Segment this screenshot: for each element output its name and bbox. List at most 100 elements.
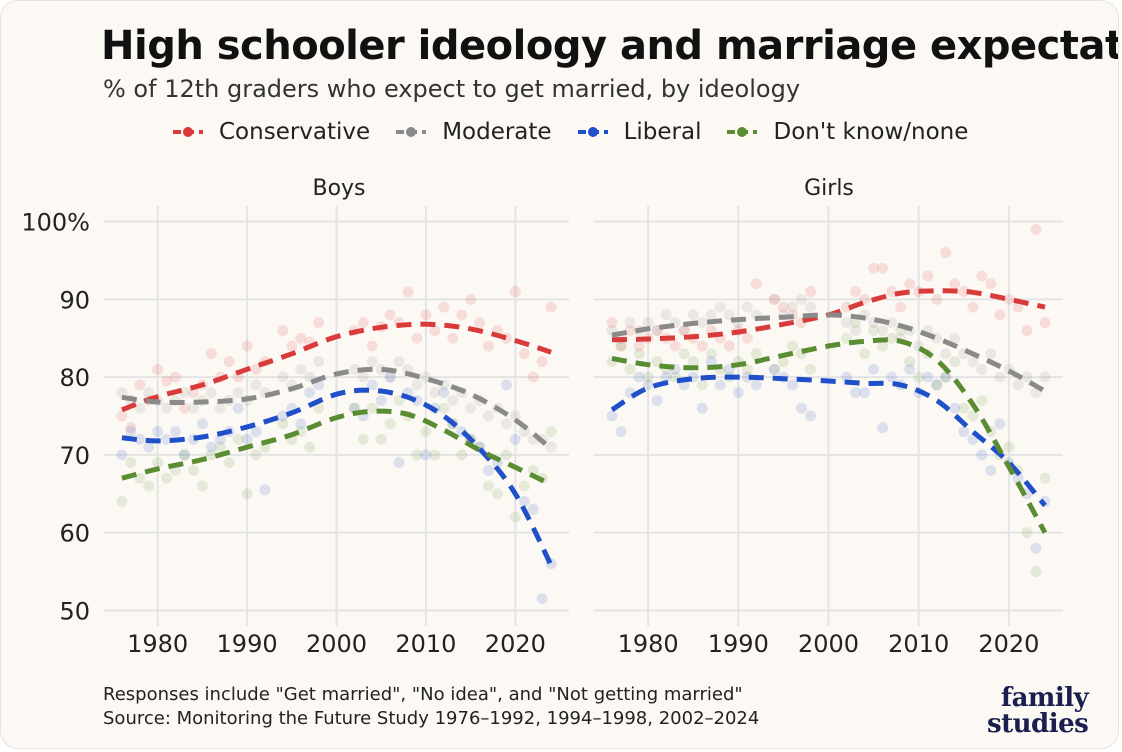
point-girls-liberal-1988 xyxy=(714,379,726,391)
caption-responses: Responses include "Get married", "No ide… xyxy=(103,684,743,705)
point-boys-conservative-2010 xyxy=(420,309,432,321)
point-girls-don-t-know-none-2009 xyxy=(904,356,916,368)
point-boys-liberal-1991 xyxy=(250,426,262,438)
point-boys-moderate-2019 xyxy=(500,418,512,430)
point-boys-conservative-2008 xyxy=(402,286,414,298)
point-girls-conservative-1977 xyxy=(615,340,627,352)
point-girls-moderate-1997 xyxy=(795,293,807,305)
point-girls-don-t-know-none-1986 xyxy=(696,379,708,391)
point-girls-moderate-1984 xyxy=(678,324,690,336)
point-girls-conservative-2020 xyxy=(1003,293,1015,305)
point-boys-moderate-2020 xyxy=(509,410,521,422)
point-girls-conservative-2013 xyxy=(940,247,952,259)
point-boys-moderate-2017 xyxy=(483,410,495,422)
point-boys-conservative-2020 xyxy=(509,286,521,298)
point-girls-conservative-1976 xyxy=(606,317,618,329)
point-boys-conservative-2012 xyxy=(438,301,450,313)
point-boys-conservative-2011 xyxy=(429,324,441,336)
point-boys-liberal-2017 xyxy=(483,464,495,476)
point-boys-moderate-2009 xyxy=(411,379,423,391)
point-girls-don-t-know-none-1996 xyxy=(786,340,798,352)
point-boys-moderate-1996 xyxy=(295,363,307,375)
point-boys-don-t-know-none-2020 xyxy=(509,511,521,523)
point-girls-don-t-know-none-1979 xyxy=(633,348,645,360)
point-boys-conservative-2006 xyxy=(384,309,396,321)
point-girls-don-t-know-none-1998 xyxy=(804,363,816,375)
point-boys-liberal-1983 xyxy=(178,449,190,461)
point-boys-don-t-know-none-1983 xyxy=(178,449,190,461)
point-boys-conservative-2017 xyxy=(483,340,495,352)
legend-label-conservative: Conservative xyxy=(219,119,371,145)
point-boys-don-t-know-none-1998 xyxy=(313,402,325,414)
point-boys-don-t-know-none-2011 xyxy=(429,449,441,461)
point-girls-conservative-2009 xyxy=(904,278,916,290)
point-boys-conservative-1989 xyxy=(232,371,244,383)
point-girls-moderate-2006 xyxy=(877,324,889,336)
x-tick-label-girls-2000: 2000 xyxy=(798,630,859,658)
x-tick-label-boys-2000: 2000 xyxy=(306,630,367,658)
point-girls-conservative-1989 xyxy=(723,340,735,352)
point-boys-liberal-2007 xyxy=(393,457,405,469)
point-girls-don-t-know-none-1980 xyxy=(642,371,654,383)
point-boys-don-t-know-none-2022 xyxy=(527,464,539,476)
point-boys-liberal-2004 xyxy=(366,379,378,391)
point-boys-conservative-2004 xyxy=(366,340,378,352)
trend-line-girls-don-t-know-none xyxy=(611,337,1048,534)
point-boys-conservative-1991 xyxy=(250,363,262,375)
point-boys-moderate-1998 xyxy=(313,356,325,368)
legend-key-conservative xyxy=(173,127,203,137)
point-boys-don-t-know-none-2009 xyxy=(411,449,423,461)
point-girls-moderate-2019 xyxy=(994,371,1006,383)
legend-label-liberal: Liberal xyxy=(623,119,702,145)
point-boys-moderate-2021 xyxy=(518,426,530,438)
x-tick-label-boys-2020: 2020 xyxy=(485,630,546,658)
point-boys-liberal-1997 xyxy=(304,387,316,399)
point-girls-conservative-2006 xyxy=(877,262,889,274)
point-boys-moderate-1979 xyxy=(143,387,155,399)
point-boys-don-t-know-none-1987 xyxy=(214,441,226,453)
point-boys-moderate-1983 xyxy=(178,387,190,399)
point-girls-don-t-know-none-1984 xyxy=(678,348,690,360)
point-girls-moderate-2003 xyxy=(850,324,862,336)
facet-title-girls: Girls xyxy=(804,176,854,201)
point-girls-liberal-2018 xyxy=(985,464,997,476)
point-boys-conservative-2022 xyxy=(527,371,539,383)
point-girls-liberal-2017 xyxy=(976,449,988,461)
point-boys-don-t-know-none-2014 xyxy=(456,449,468,461)
point-boys-conservative-2003 xyxy=(357,317,369,329)
point-boys-moderate-2011 xyxy=(429,387,441,399)
point-girls-don-t-know-none-1977 xyxy=(615,340,627,352)
point-girls-moderate-2007 xyxy=(886,317,898,329)
point-boys-liberal-1989 xyxy=(232,402,244,414)
point-girls-conservative-2024 xyxy=(1039,317,1051,329)
point-girls-liberal-2011 xyxy=(922,371,934,383)
point-girls-don-t-know-none-2004 xyxy=(859,348,871,360)
point-girls-conservative-1983 xyxy=(669,340,681,352)
point-girls-don-t-know-none-2016 xyxy=(967,410,979,422)
point-girls-conservative-1991 xyxy=(741,332,753,344)
point-girls-don-t-know-none-2012 xyxy=(931,379,943,391)
point-girls-conservative-1986 xyxy=(696,340,708,352)
point-boys-liberal-1985 xyxy=(196,418,208,430)
point-boys-don-t-know-none-1980 xyxy=(152,457,164,469)
point-girls-liberal-1990 xyxy=(732,387,744,399)
legend: Conservative Moderate Liberal Don't know… xyxy=(171,119,992,145)
point-boys-moderate-2024 xyxy=(545,441,557,453)
point-girls-conservative-2007 xyxy=(886,286,898,298)
point-boys-liberal-2005 xyxy=(375,394,387,406)
point-girls-liberal-2004 xyxy=(859,387,871,399)
point-boys-conservative-1976 xyxy=(116,410,128,422)
point-girls-don-t-know-none-1994 xyxy=(768,363,780,375)
point-boys-moderate-1987 xyxy=(214,402,226,414)
point-girls-liberal-2021 xyxy=(1012,472,1024,484)
point-boys-conservative-1990 xyxy=(241,340,253,352)
point-girls-don-t-know-none-2023 xyxy=(1030,566,1042,578)
point-boys-don-t-know-none-1978 xyxy=(134,472,146,484)
point-boys-conservative-1980 xyxy=(152,363,164,375)
point-boys-conservative-1982 xyxy=(170,371,182,383)
point-boys-conservative-1983 xyxy=(178,402,190,414)
point-boys-moderate-2006 xyxy=(384,371,396,383)
point-girls-conservative-2015 xyxy=(958,286,970,298)
point-boys-liberal-1981 xyxy=(161,433,173,445)
